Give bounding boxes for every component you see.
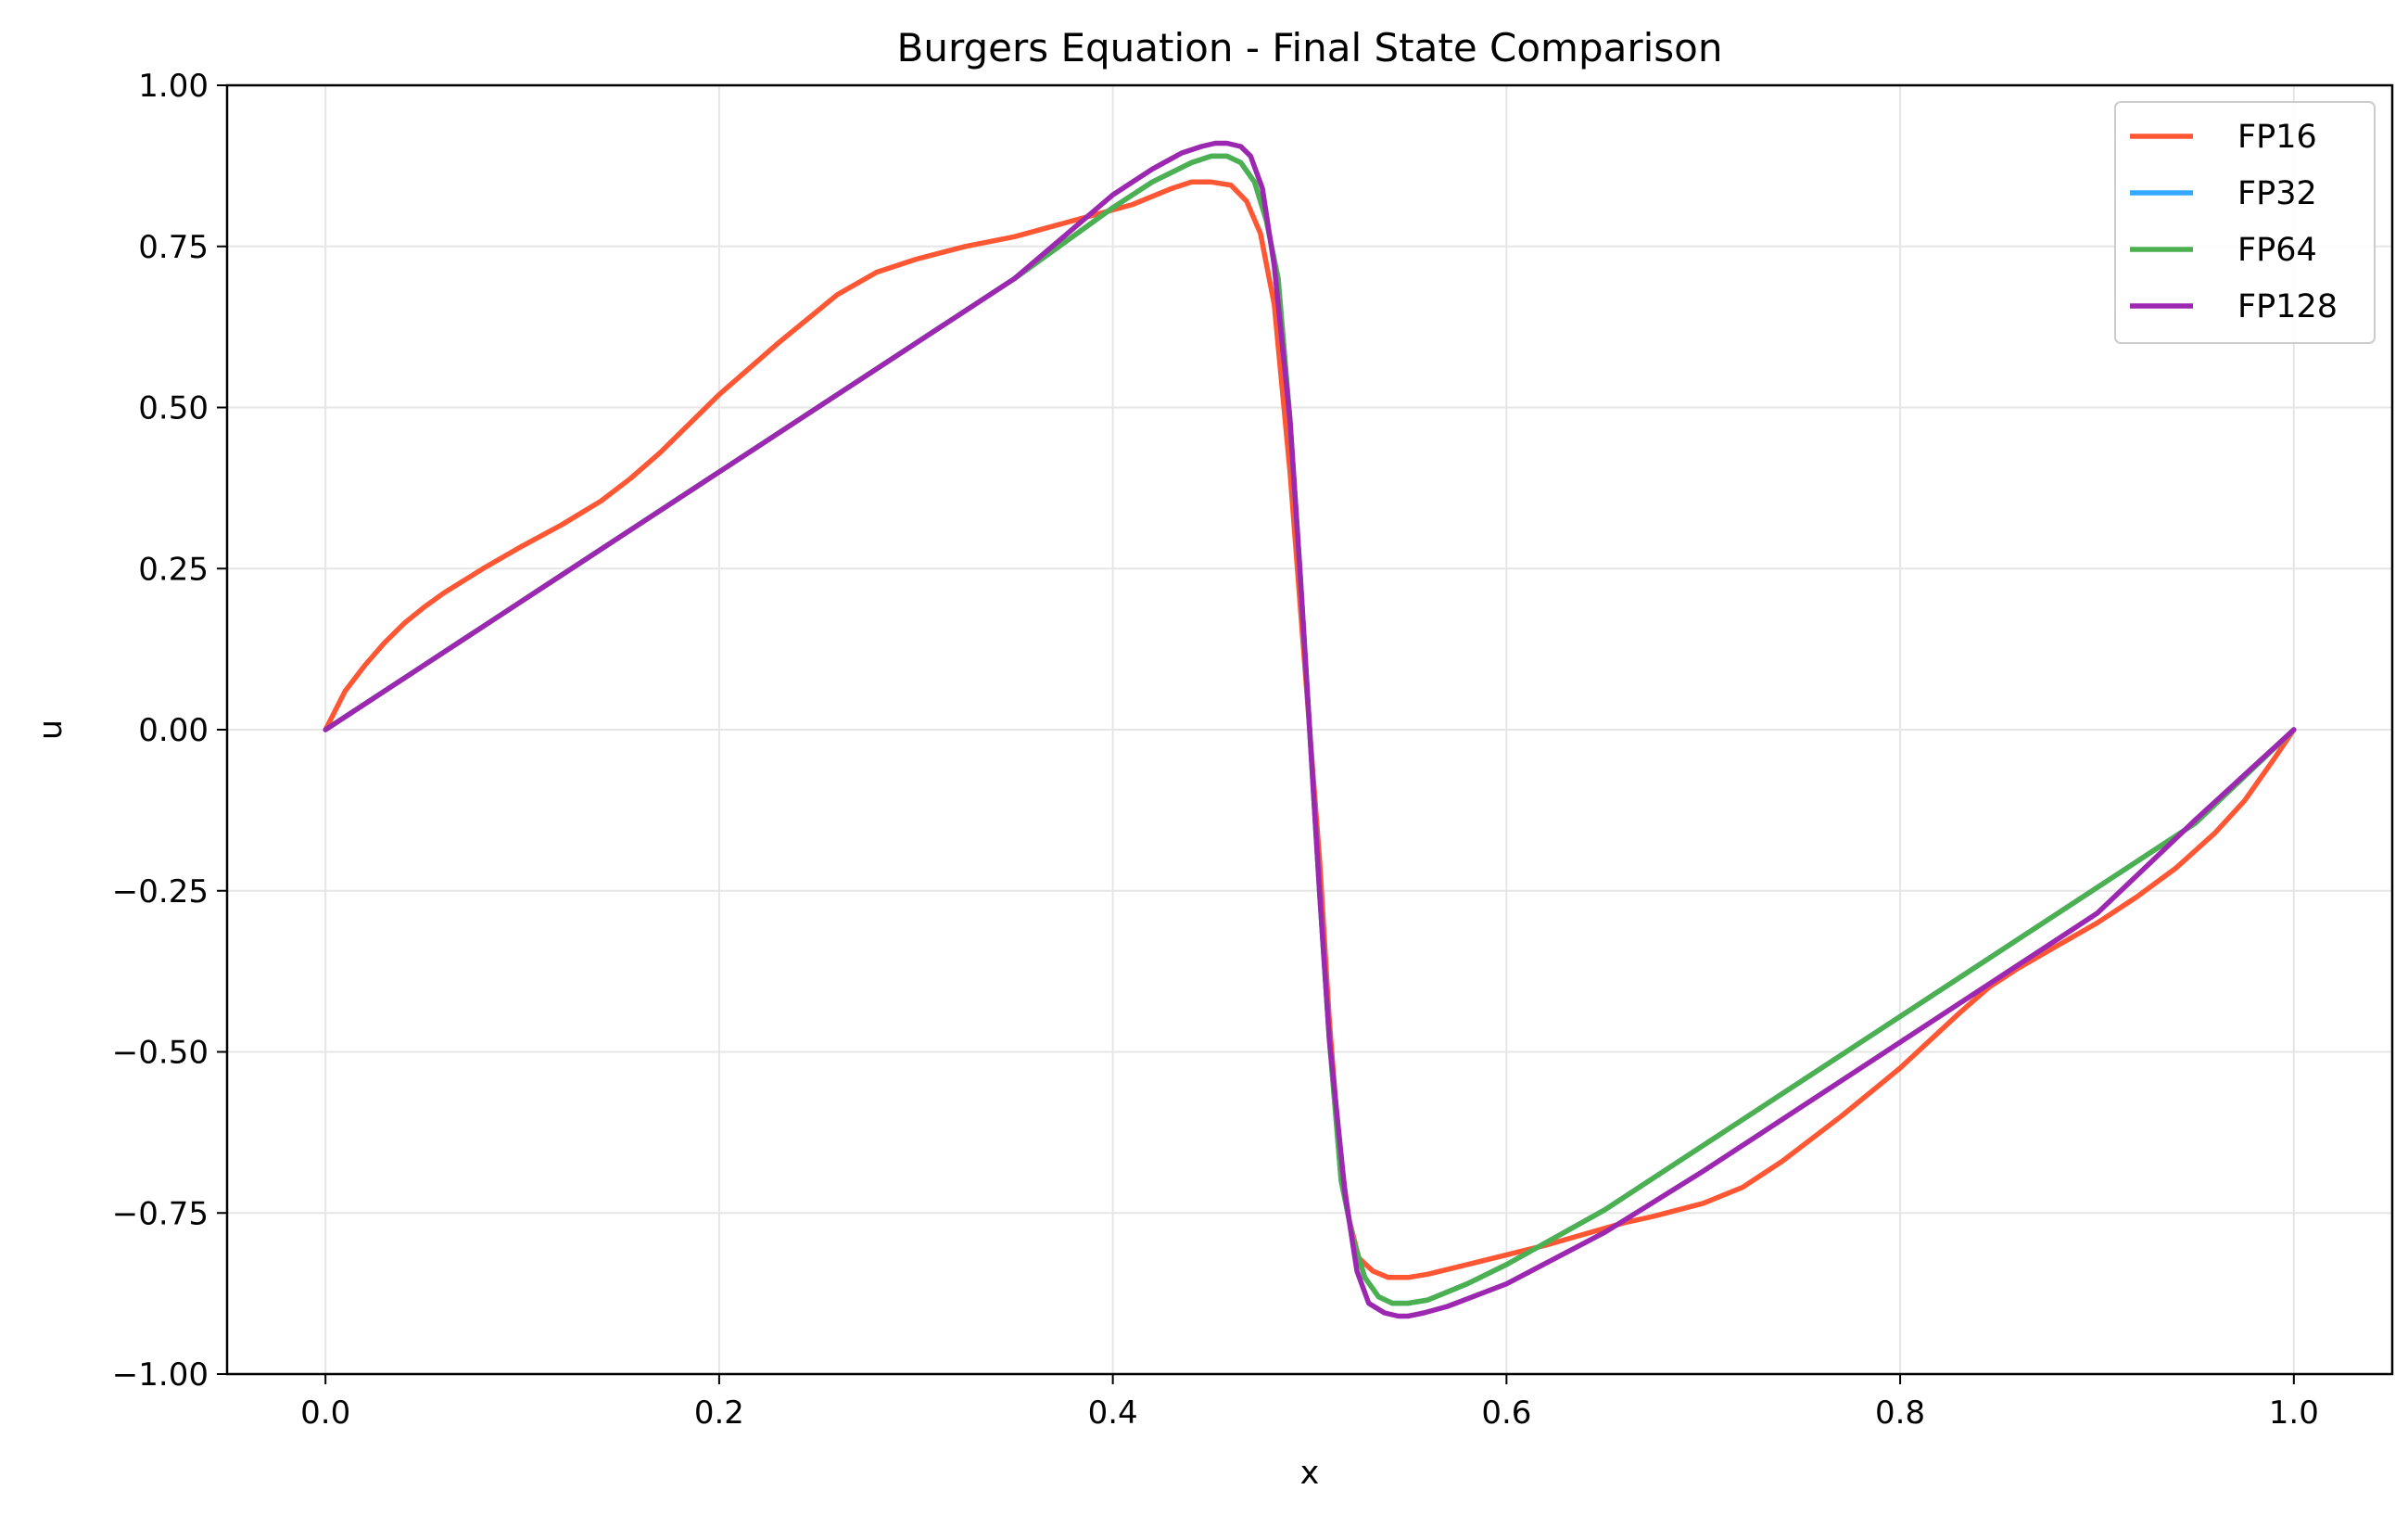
- series-line-fp128: [323, 140, 2297, 1319]
- legend-label-fp128: FP128: [2237, 288, 2338, 325]
- series-lines: [323, 140, 2297, 1319]
- legend: FP16 FP32 FP64 FP128: [2114, 101, 2376, 344]
- series-line-fp16: [323, 179, 2297, 1280]
- y-tick-label: 0.50: [138, 390, 209, 427]
- y-tick-label: −0.50: [112, 1035, 209, 1072]
- x-axis: 0.0 0.2 0.4 0.6 0.8 1.0: [300, 1374, 2319, 1432]
- y-tick-label: 1.00: [138, 68, 209, 105]
- x-tick-label: 1.0: [2269, 1394, 2319, 1432]
- legend-box: [2114, 101, 2376, 344]
- x-tick-label: 0.6: [1481, 1394, 1531, 1432]
- x-tick-label: 0.0: [300, 1394, 350, 1432]
- x-tick-label: 0.2: [694, 1394, 744, 1432]
- y-tick-label: 0.25: [138, 551, 209, 588]
- x-tick-label: 0.4: [1088, 1394, 1138, 1432]
- y-tick-label: 0.75: [138, 229, 209, 266]
- x-tick-label: 0.8: [1875, 1394, 1925, 1432]
- y-tick-label: −0.75: [112, 1195, 209, 1232]
- y-tick-label: −0.25: [112, 873, 209, 910]
- y-tick-label: 0.00: [138, 712, 209, 749]
- legend-label-fp16: FP16: [2237, 119, 2317, 156]
- chart-title: Burgers Equation - Final State Compariso…: [897, 25, 1723, 70]
- x-axis-label: x: [1300, 1455, 1320, 1492]
- y-axis: 1.00 0.75 0.50 0.25 0.00 −0.25 −0.50 −0.75 −1.00: [112, 68, 227, 1394]
- legend-label-fp32: FP32: [2237, 175, 2317, 212]
- legend-label-fp64: FP64: [2237, 232, 2317, 269]
- y-axis-label: u: [32, 719, 70, 740]
- y-tick-label: −1.00: [112, 1356, 209, 1394]
